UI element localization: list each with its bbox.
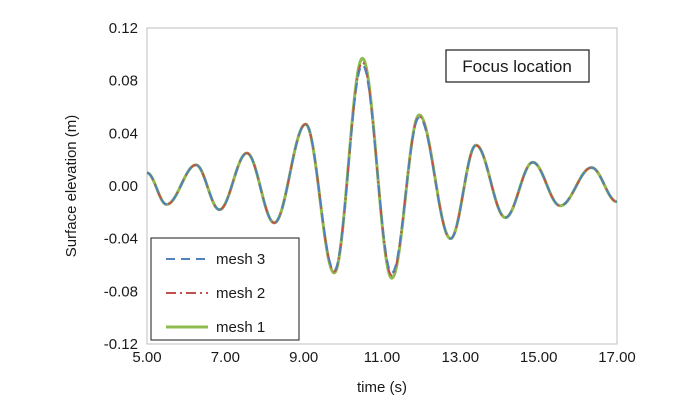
legend-label: mesh 2 [216, 285, 265, 302]
annotation-box: Focus location [445, 49, 590, 83]
series-layer [146, 56, 618, 280]
y-tick-label: -0.12 [104, 336, 138, 353]
x-tick-label: 13.00 [442, 349, 480, 366]
series-line-mesh-3 [146, 63, 618, 274]
x-tick-label: 5.00 [132, 349, 161, 366]
y-tick-label: -0.04 [104, 231, 138, 248]
x-axis-title: time (s) [357, 379, 407, 396]
y-tick-label: 0.00 [109, 178, 138, 195]
y-tick-label: 0.04 [109, 125, 138, 142]
y-tick-label: -0.08 [104, 283, 138, 300]
x-axis-ticks: 5.00 7.00 9.00 11.00 13.00 15.00 17.00 [132, 349, 635, 366]
x-tick-label: 17.00 [598, 349, 636, 366]
y-tick-label: 0.12 [109, 20, 138, 37]
x-tick-label: 11.00 [364, 349, 400, 366]
legend-label: mesh 1 [216, 319, 265, 336]
annotation-focus-location: Focus location [462, 57, 572, 76]
x-tick-label: 7.00 [211, 349, 240, 366]
legend: mesh 3 mesh 2 mesh 1 [150, 237, 300, 341]
y-axis-ticks: 0.12 0.08 0.04 0.00 -0.04 -0.08 -0.12 [104, 20, 138, 353]
legend-label: mesh 3 [216, 251, 265, 268]
legend-box [150, 237, 300, 341]
y-tick-label: 0.08 [109, 73, 138, 90]
y-axis-title: Surface elevation (m) [63, 115, 80, 258]
x-tick-label: 15.00 [520, 349, 558, 366]
x-tick-label: 9.00 [289, 349, 318, 366]
